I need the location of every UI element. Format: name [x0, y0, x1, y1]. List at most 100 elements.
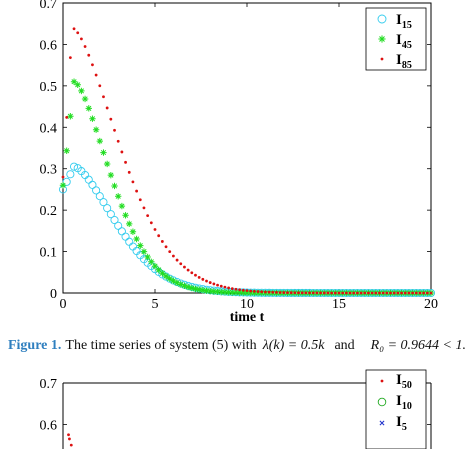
data-point: [326, 291, 330, 295]
data-point: [173, 279, 181, 287]
data-point: [252, 289, 256, 293]
data-point: [177, 281, 184, 288]
data-point: [131, 180, 135, 184]
data-point: [88, 180, 97, 189]
data-point: [282, 291, 286, 294]
data-point: [61, 175, 65, 179]
x-tick-label: 0: [60, 297, 67, 312]
legend-box: [365, 369, 427, 449]
data-point: [221, 289, 229, 296]
caption-lambda-eq: λ(k) = 0.5k: [262, 338, 325, 353]
legend-label: I10: [396, 393, 412, 412]
data-point: [142, 206, 146, 210]
data-point: [210, 288, 218, 295]
data-point: [155, 266, 162, 274]
data-point: [208, 281, 212, 284]
data-point: [159, 270, 166, 277]
data-point: [65, 115, 69, 119]
data-point: [114, 221, 123, 230]
data-point: [333, 291, 337, 295]
data-point: [70, 78, 78, 85]
data-point: [113, 128, 116, 132]
data-point: [137, 242, 144, 249]
figure-2-chart: 0.7 0.6 I50 I10 I5: [40, 369, 432, 449]
x-axis-label: time t: [230, 310, 265, 325]
data-point: [212, 282, 216, 286]
data-point: [72, 27, 76, 31]
data-point: [218, 288, 225, 296]
data-point: [170, 277, 177, 285]
data-point: [243, 289, 251, 296]
data-point: [66, 170, 75, 179]
data-point: [111, 182, 118, 190]
data-point: [199, 287, 207, 294]
data-point: [74, 81, 81, 88]
data-point: [85, 105, 92, 112]
y-tick-label: 0: [50, 287, 57, 302]
data-point: [271, 290, 275, 294]
data-point: [418, 291, 422, 295]
data-point: [245, 289, 249, 293]
data-point: [197, 275, 201, 279]
data-point: [89, 115, 96, 122]
y-tick-label: 0.2: [40, 204, 58, 219]
data-point: [308, 291, 311, 295]
data-point: [429, 291, 433, 295]
data-point: [106, 210, 115, 219]
data-point: [179, 262, 183, 266]
data-point: [344, 291, 348, 295]
data-point: [146, 214, 150, 218]
legend-marker-I85: [380, 57, 384, 61]
data-point: [140, 248, 148, 255]
data-point: [122, 212, 129, 219]
data-point: [168, 250, 172, 253]
data-point: [67, 113, 74, 120]
y-tick-label: 0.3: [40, 163, 58, 178]
legend-marker-I50: [380, 379, 384, 383]
data-point: [126, 220, 133, 228]
data-point: [389, 291, 392, 295]
data-point: [275, 290, 278, 294]
data-point: [110, 215, 119, 225]
data-point: [186, 268, 190, 272]
data-point: [348, 291, 352, 295]
data-point: [95, 192, 104, 201]
data-point: [374, 291, 378, 295]
data-point: [352, 291, 356, 295]
data-point: [183, 265, 186, 269]
y-tick-label: 0.7: [40, 377, 58, 392]
x-tick-label: 15: [332, 297, 346, 312]
data-point: [120, 150, 124, 154]
data-point: [129, 228, 137, 235]
data-point: [118, 202, 126, 210]
x-tick-label: 5: [152, 297, 159, 312]
data-point: [337, 291, 341, 295]
data-point: [166, 275, 173, 282]
data-point: [225, 289, 232, 296]
data-point: [267, 290, 271, 294]
data-point: [241, 288, 245, 292]
data-point: [319, 291, 322, 295]
y-tick-label: 0.4: [40, 121, 58, 136]
data-point: [232, 289, 240, 296]
data-point: [102, 95, 105, 99]
legend-marker-I10: [377, 397, 387, 407]
data-point: [396, 291, 400, 295]
data-point: [92, 186, 101, 195]
data-point: [414, 291, 418, 295]
data-point: [227, 286, 231, 290]
figure-1-chart: 0 5 10 15 20 0 0.1 0.2 0.3 0.4 0.5 0.6 0.7 time t I1…: [40, 0, 439, 325]
data-point: [223, 285, 227, 289]
data-point: [251, 289, 258, 297]
data-point: [157, 234, 161, 238]
data-point: [403, 291, 407, 295]
legend-marker-I45: [378, 35, 386, 43]
data-point: [315, 291, 319, 295]
data-point: [59, 182, 67, 189]
data-point: [109, 117, 113, 121]
series-I85: [61, 27, 433, 295]
data-point: [385, 291, 389, 295]
data-point: [67, 433, 70, 437]
data-point: [370, 291, 374, 295]
data-point: [124, 160, 127, 164]
